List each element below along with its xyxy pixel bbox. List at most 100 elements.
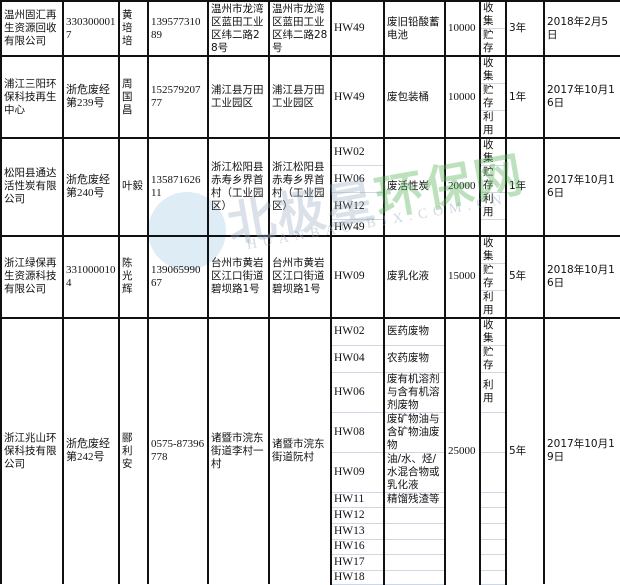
- operation-type: 收集: [479, 137, 507, 166]
- hw-code: HW09: [330, 451, 385, 493]
- facility-address: 台州市黄岩区江口街道碧坝路1号: [268, 234, 332, 318]
- waste-name: 废旧铅酸蓄电池: [383, 0, 446, 56]
- operation-type: [479, 451, 507, 493]
- company-name: 浙江兆山环保科技有限公司: [0, 316, 64, 584]
- issue-date: 2018年10月16日: [543, 234, 620, 318]
- operation-type: [479, 553, 507, 571]
- business-address: 温州市龙湾区蓝田工业区纬二路28号: [207, 0, 270, 56]
- waste-name: 废矿物油与含矿物油废物: [383, 411, 446, 453]
- table-row: 松阳县通达活性炭有限公司 浙危废经第240号 叶毅 13587162611 浙江松阳县赤…: [0, 137, 620, 236]
- hw-code: HW17: [330, 553, 385, 571]
- table-subrow: HW04 农药废物 贮存: [1, 344, 620, 373]
- waste-name: 废活性炭: [383, 137, 446, 236]
- operation-type: 贮存: [479, 165, 507, 193]
- phone-number: 13587162611: [147, 137, 209, 236]
- validity-term: 3年: [505, 0, 545, 56]
- waste-name: [383, 538, 446, 555]
- operation-type: [479, 569, 507, 585]
- operation-type: 利用: [479, 371, 507, 413]
- waste-name: 废包装桶: [383, 55, 446, 138]
- operation-type: [479, 506, 507, 524]
- operation-type: 利用: [479, 289, 507, 318]
- table-subrow: HW06 废有机溶剂与含有机溶剂废物 利用: [1, 371, 620, 413]
- operation-type: [479, 219, 507, 236]
- waste-name: [383, 522, 446, 540]
- operation-type: 收集: [479, 316, 507, 346]
- operation-type: 收集: [479, 234, 507, 264]
- company-name: 温州固汇再生资源回收有限公司: [0, 0, 64, 56]
- hw-code: HW49: [330, 219, 385, 236]
- company-name: 浙江绿保再生资源科技有限公司: [0, 234, 64, 318]
- business-address: 浦江县万田工业园区: [207, 55, 270, 138]
- table-row: 浙江绿保再生资源科技有限公司 3310000104 陈 光 辉 13906599067…: [0, 234, 620, 318]
- quantity: 10000: [444, 0, 481, 56]
- quantity: 15000: [444, 234, 481, 318]
- operation-type: 贮存: [479, 262, 507, 291]
- contact-person: 周 国 昌: [118, 55, 149, 138]
- phone-number: 0575-87396778: [147, 316, 209, 584]
- waste-name: 医药废物: [383, 316, 446, 346]
- waste-name: 废乳化液: [383, 234, 446, 318]
- validity-term: 1年: [505, 137, 545, 236]
- operation-type: 贮存: [479, 83, 507, 111]
- validity-term: 5年: [505, 316, 545, 584]
- phone-number: 13957731089: [147, 0, 209, 56]
- company-name: 松阳县通达活性炭有限公司: [0, 137, 64, 236]
- hw-code: HW13: [330, 522, 385, 540]
- hw-code: HW04: [330, 344, 385, 373]
- table-subrow: 利用: [1, 289, 620, 318]
- contact-person: 黄 培 培: [118, 0, 149, 56]
- table-row: 温州固汇再生资源回收有限公司 3303000017 黄 培 培 13957731089…: [0, 0, 620, 56]
- business-address: 台州市黄岩区江口街道碧坝路1号: [207, 234, 270, 318]
- facility-address: 诸暨市浣东街道阮村: [268, 316, 332, 584]
- operation-type: 收集: [479, 0, 507, 29]
- contact-person: 陈 光 辉: [118, 234, 149, 318]
- table-subrow: 贮存: [1, 83, 620, 111]
- table-subrow: HW06 贮存: [1, 165, 620, 193]
- hw-code: HW12: [330, 506, 385, 524]
- operation-type: 利用: [479, 110, 507, 139]
- phone-number: 15257920777: [147, 55, 209, 138]
- table-subrow: HW12 利用: [1, 192, 620, 220]
- license-number: 3310000104: [62, 234, 120, 318]
- waste-name: 油/水、烃/水混合物或乳化液: [383, 451, 446, 493]
- license-number: 浙危废经第242号: [62, 316, 120, 584]
- hw-code: HW02: [330, 137, 385, 166]
- table-row: 浦江三阳环保科技再生中心 浙危废经第239号周 国 昌 15257920777 浦江县…: [0, 55, 620, 138]
- issue-date: 2017年10月19日: [543, 316, 620, 584]
- validity-term: 5年: [505, 234, 545, 318]
- phone-number: 13906599067: [147, 234, 209, 318]
- table-subrow: 贮存: [1, 28, 620, 57]
- hw-code: HW11: [330, 491, 385, 508]
- hw-code: HW18: [330, 569, 385, 585]
- hw-code: HW02: [330, 316, 385, 346]
- operation-type: [479, 491, 507, 508]
- license-number: 浙危废经第239号: [62, 55, 120, 138]
- contact-person: 叶毅: [118, 137, 149, 236]
- validity-term: 1年: [505, 55, 545, 138]
- operation-type: [479, 538, 507, 555]
- hw-code: HW08: [330, 411, 385, 453]
- operation-type: [479, 522, 507, 540]
- hw-code: HW49: [330, 0, 385, 56]
- operation-type: 利用: [479, 192, 507, 220]
- contact-person: 郦 利 安: [118, 316, 149, 584]
- waste-name: 废有机溶剂与含有机溶剂废物: [383, 371, 446, 413]
- hw-code: HW06: [330, 371, 385, 413]
- waste-name: [383, 553, 446, 571]
- operation-type: [479, 411, 507, 453]
- hw-code: HW12: [330, 192, 385, 220]
- business-address: 诸暨市浣东街道李村一村: [207, 316, 270, 584]
- facility-address: 浙江松阳县赤寿乡界首村（工业园区）: [268, 137, 332, 236]
- license-number: 3303000017: [62, 0, 120, 56]
- company-name: 浦江三阳环保科技再生中心: [0, 55, 64, 138]
- operation-type: 贮存: [479, 28, 507, 57]
- issue-date: 2017年10月16日: [543, 137, 620, 236]
- table-subrow: 贮存: [1, 262, 620, 291]
- hw-code: HW06: [330, 165, 385, 193]
- hw-code: HW16: [330, 538, 385, 555]
- waste-name: 农药废物: [383, 344, 446, 373]
- hw-code: HW49: [330, 55, 385, 138]
- quantity: 10000: [444, 55, 481, 138]
